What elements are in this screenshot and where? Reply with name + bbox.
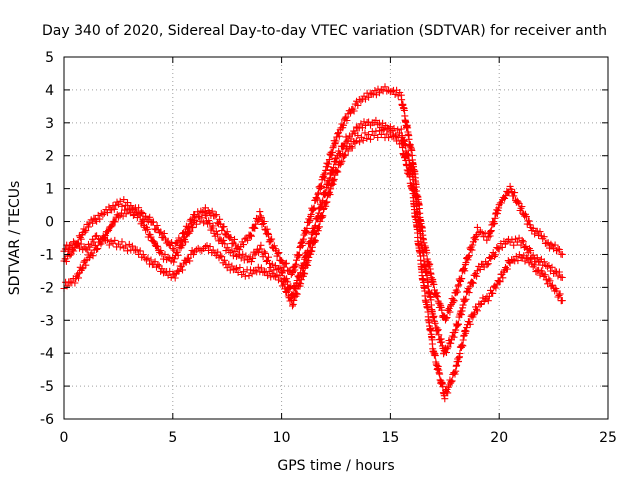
plot-frame (63, 56, 609, 420)
y-tick-label: -1 (40, 247, 54, 263)
tick-labels: -6 -5 -4 -3 -2 -1 0 1 2 3 4 5 0 5 10 15 20 25 (40, 50, 617, 446)
chart-title: Day 340 of 2020, Sidereal Day-to-day VTE… (42, 23, 607, 39)
y-tick-label: -6 (40, 412, 54, 428)
axis-ticks (63, 56, 609, 420)
x-tick-label: 20 (490, 430, 508, 446)
y-tick-label: 3 (45, 116, 54, 132)
y-tick-label: -5 (40, 379, 54, 395)
y-axis-title: SDTVAR / TECUs (7, 181, 23, 296)
x-tick-label: 25 (599, 430, 617, 446)
y-tick-label: -4 (40, 346, 54, 362)
data-points (60, 83, 566, 403)
y-tick-label: 2 (45, 149, 54, 165)
grid (64, 57, 608, 419)
x-axis-title: GPS time / hours (277, 458, 394, 474)
y-tick-label: 5 (45, 50, 54, 66)
x-tick-label: 15 (381, 430, 399, 446)
y-tick-label: 4 (45, 83, 54, 99)
y-tick-label: -2 (40, 280, 54, 296)
x-tick-label: 5 (168, 430, 177, 446)
x-tick-label: 10 (273, 430, 291, 446)
x-tick-label: 0 (60, 430, 69, 446)
y-tick-label: 0 (45, 215, 54, 231)
y-tick-label: 1 (45, 182, 54, 198)
y-tick-label: -3 (40, 313, 54, 329)
